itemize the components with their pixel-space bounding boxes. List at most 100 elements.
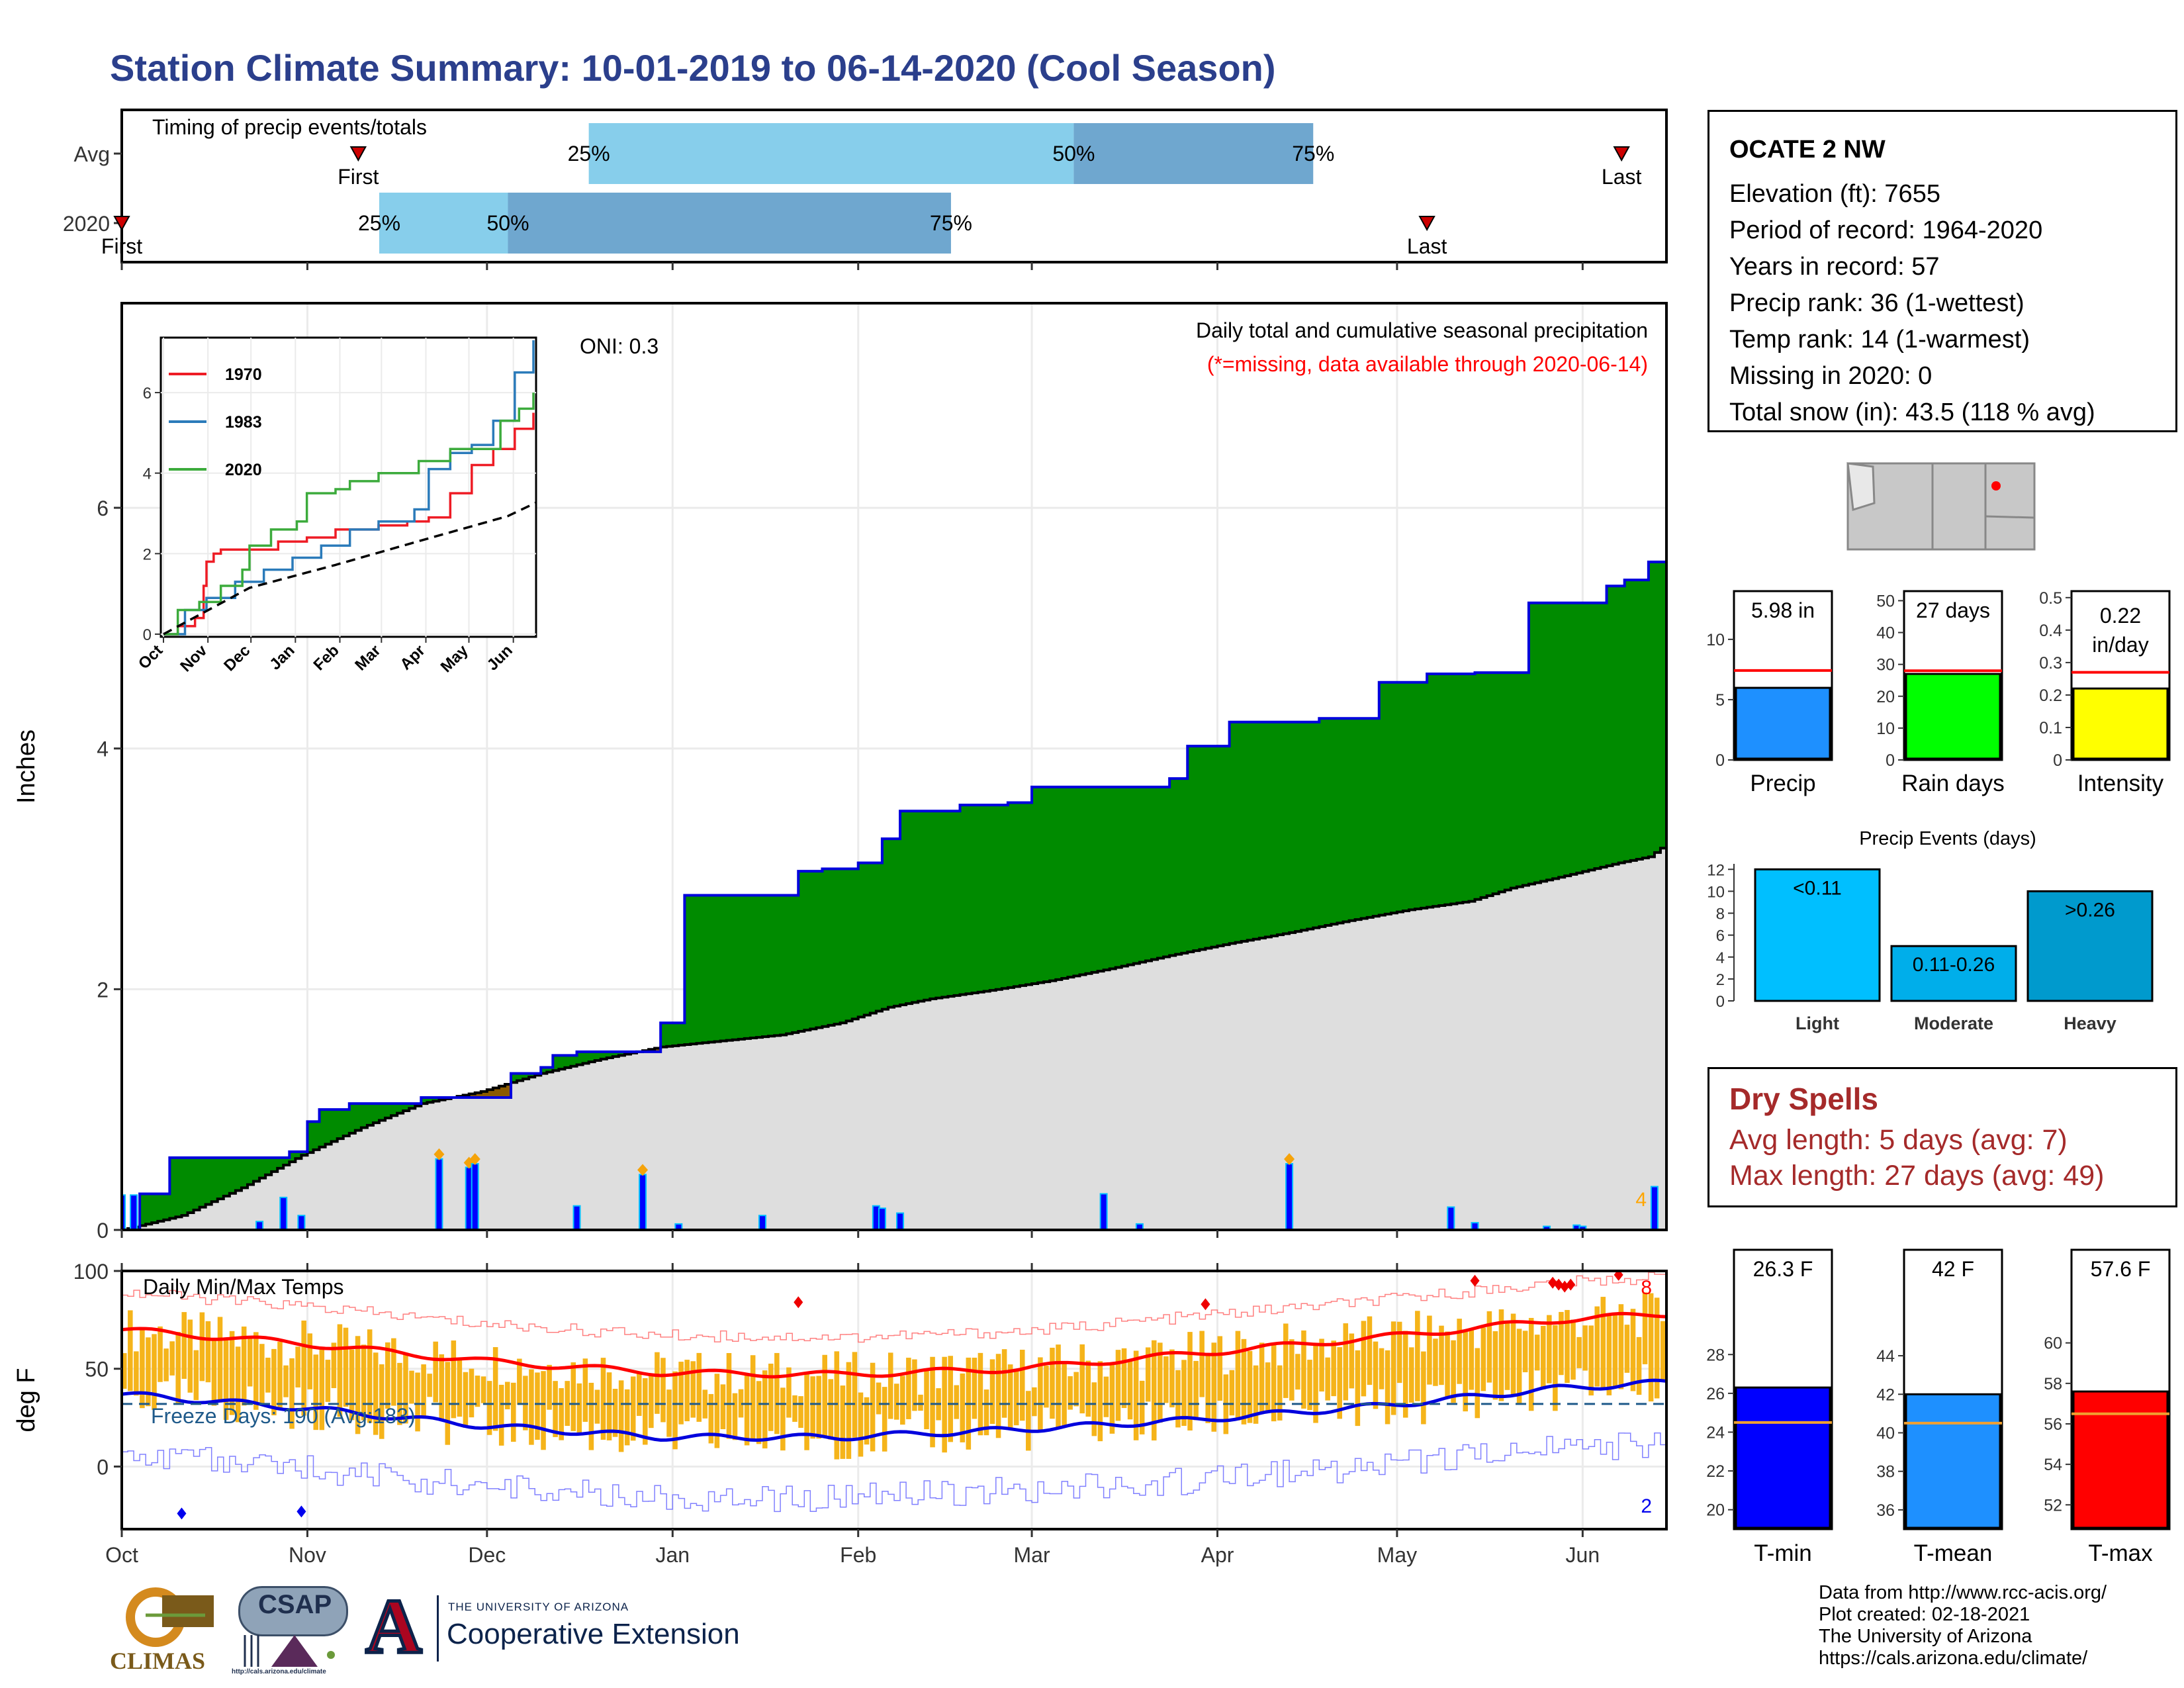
daily-temp-bar — [379, 1364, 385, 1439]
daily-precip-bar — [639, 1174, 647, 1230]
temps-body — [122, 1271, 1666, 1520]
temp-summary-1-label: T-mean — [1914, 1540, 1993, 1566]
daily-temp-bar — [1211, 1342, 1217, 1432]
daily-temp-bar — [1594, 1306, 1600, 1387]
timing-marker — [1613, 146, 1630, 162]
precip-summary-1-y-tick-label: 0 — [1886, 751, 1895, 770]
precip-summary-2-y-tick-label: 0.5 — [2039, 589, 2062, 608]
inset-average-line — [163, 501, 536, 635]
daily-temp-bar — [451, 1340, 457, 1419]
temp-summary-0-value-bar — [1735, 1386, 1831, 1529]
daily-temp-bar — [295, 1346, 300, 1387]
daily-temp-bar — [1355, 1350, 1361, 1427]
precip-summary-1-y-tick-label: 30 — [1876, 656, 1895, 675]
record-low-marker — [296, 1505, 306, 1518]
daily-temp-bar — [1193, 1360, 1199, 1421]
station-elevation: Elevation (ft): 7655 — [1729, 180, 1940, 208]
daily-temp-bar — [600, 1358, 606, 1440]
timing-marker — [113, 216, 130, 232]
timing-pct-label: 50% — [1052, 142, 1095, 165]
daily-temp-bar — [978, 1352, 983, 1436]
timing-marker-label: First — [101, 234, 142, 258]
daily-temp-bar — [1648, 1293, 1654, 1402]
precip-average-area — [122, 848, 1666, 1230]
station-location-marker — [1991, 481, 2001, 491]
station-period: Period of record: 1964-2020 — [1729, 216, 2043, 244]
daily-temp-bar — [630, 1376, 636, 1441]
daily-temp-bar — [1169, 1349, 1175, 1408]
daily-temp-bar — [1289, 1339, 1295, 1401]
daily-temp-bar — [265, 1358, 271, 1393]
daily-precip-bar — [435, 1158, 443, 1230]
daily-temp-bar — [1331, 1340, 1336, 1397]
daily-temp-bar — [1612, 1313, 1618, 1388]
record-low-line — [122, 1432, 1666, 1513]
daily-temp-bar — [822, 1354, 827, 1436]
daily-temp-bar — [1007, 1364, 1013, 1430]
timing-pct-label: 25% — [568, 142, 610, 165]
daily-temp-bar — [1062, 1364, 1067, 1428]
daily-temp-bar — [235, 1346, 241, 1423]
ua-line-2: Cooperative Extension — [447, 1618, 740, 1650]
daily-temp-bar — [852, 1352, 858, 1438]
precip-events-chart: Precip Events (days) 0 2 4 6 8 10 12 <0.11 Light 0… — [1707, 828, 2154, 1033]
daily-temp-bar — [1510, 1313, 1516, 1395]
temps-x-tick-label: Nov — [289, 1543, 326, 1567]
daily-temp-bar — [702, 1389, 708, 1419]
daily-temp-bar — [211, 1339, 217, 1406]
daily-temp-bar — [858, 1392, 864, 1457]
daily-precip-snow-marker — [469, 1153, 480, 1165]
daily-temp-bar — [660, 1358, 666, 1423]
daily-temp-bar — [762, 1370, 768, 1449]
average-min-line — [122, 1378, 1666, 1442]
daily-temp-bar — [1660, 1321, 1666, 1380]
timing-marker-label: First — [338, 165, 379, 189]
temp-summary-1-y-tick-label: 38 — [1876, 1463, 1895, 1481]
inset-legend-label: 1970 — [225, 365, 262, 384]
record-high-marker — [1470, 1274, 1480, 1287]
daily-precip-bar — [1650, 1186, 1659, 1230]
daily-temp-bar — [421, 1364, 426, 1418]
daily-temp-bar — [373, 1352, 379, 1435]
daily-precip-snow-marker — [1284, 1153, 1295, 1165]
precip-y-tick-label: 0 — [97, 1219, 109, 1243]
daily-temp-bar — [954, 1385, 960, 1419]
daily-precip-bar — [758, 1215, 766, 1230]
temp-summary-0-label: T-min — [1754, 1540, 1812, 1566]
station-missing: Missing in 2020: 0 — [1729, 362, 1933, 390]
daily-temp-bar — [672, 1371, 678, 1450]
daily-temp-bar — [1522, 1331, 1528, 1373]
daily-temp-bar — [480, 1376, 486, 1403]
daily-temp-bar — [1486, 1311, 1492, 1383]
daily-temp-bar — [1385, 1350, 1390, 1425]
daily-temp-bar — [1068, 1376, 1073, 1410]
dry-spells-max: Max length: 27 days (avg: 49) — [1729, 1160, 2105, 1192]
daily-temp-bar — [870, 1362, 876, 1452]
daily-temp-bar — [1415, 1311, 1420, 1401]
freeze-days-label: Freeze Days: 190 (Avg:183) — [151, 1404, 416, 1428]
daily-temp-bar — [1085, 1360, 1091, 1417]
daily-precip-bar — [297, 1215, 306, 1230]
daily-temp-bar — [666, 1389, 672, 1437]
station-years: Years in record: 57 — [1729, 253, 1940, 281]
precip-summary-0-label: Precip — [1750, 771, 1815, 796]
temp-summary-2-y-tick-label: 56 — [2044, 1415, 2062, 1434]
station-temp-rank: Temp rank: 14 (1-warmest) — [1729, 326, 2030, 353]
timing-marker-label: Last — [1602, 165, 1642, 189]
daily-temp-bar — [655, 1352, 660, 1414]
temps-x-tick-label: Oct — [105, 1543, 138, 1567]
daily-temp-bar — [1396, 1321, 1402, 1383]
daily-temp-bar — [1163, 1356, 1169, 1403]
precip-summary-1-y-tick-label: 20 — [1876, 688, 1895, 706]
daily-temp-bar — [1145, 1347, 1151, 1402]
temps-y-axis-title: deg F — [13, 1368, 40, 1432]
university-of-arizona-logo: A THE UNIVERSITY OF ARIZONA Cooperative … — [361, 1581, 758, 1680]
daily-temp-bar — [1570, 1319, 1576, 1380]
daily-temp-bar — [1469, 1329, 1475, 1390]
inset-series-line — [163, 393, 535, 635]
temp-summary-2-y-tick-label: 54 — [2044, 1456, 2062, 1474]
daily-temp-bar — [1547, 1315, 1552, 1383]
daily-temp-bar — [1127, 1359, 1133, 1420]
inset-y-tick-label: 6 — [143, 385, 152, 402]
daily-temp-bar — [906, 1358, 911, 1419]
